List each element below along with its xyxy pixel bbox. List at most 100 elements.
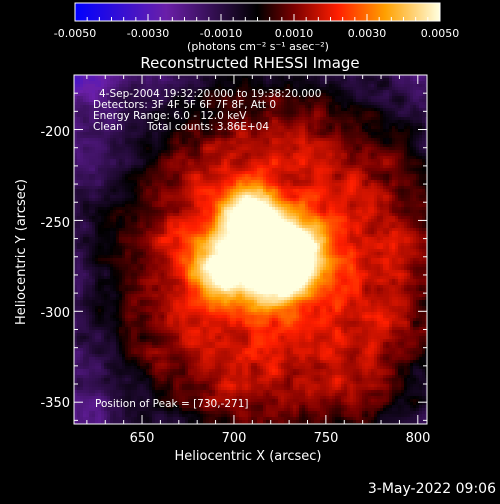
heatmap-cell (128, 141, 131, 144)
heatmap-cell (257, 75, 260, 78)
heatmap-cell (317, 84, 320, 87)
heatmap-cell (401, 180, 404, 183)
heatmap-cell (74, 183, 77, 186)
heatmap-cell (272, 189, 275, 192)
heatmap-cell (290, 174, 293, 177)
heatmap-cell (368, 123, 371, 126)
heatmap-cell (410, 129, 413, 132)
heatmap-cell (311, 180, 314, 183)
heatmap-cell (296, 171, 299, 174)
heatmap-cell (155, 144, 158, 147)
heatmap-cell (278, 183, 281, 186)
heatmap-cell (314, 177, 317, 180)
heatmap-cell (254, 177, 257, 180)
heatmap-cell (413, 168, 416, 171)
heatmap-cell (410, 159, 413, 162)
heatmap-cell (212, 171, 215, 174)
heatmap-cell (371, 195, 374, 198)
heatmap-cell (77, 144, 80, 147)
heatmap-cell (86, 165, 89, 168)
heatmap-cell (290, 135, 293, 138)
heatmap-cell (392, 195, 395, 198)
heatmap-cell (266, 144, 269, 147)
heatmap-cell (383, 186, 386, 189)
heatmap-cell (83, 135, 86, 138)
heatmap-cell (254, 156, 257, 159)
colorbar-tick-0: -0.0050 (54, 27, 96, 40)
heatmap-cell (344, 141, 347, 144)
heatmap-cell (86, 171, 89, 174)
heatmap-cell (233, 195, 236, 198)
heatmap-cell (281, 141, 284, 144)
heatmap-cell (308, 186, 311, 189)
heatmap-cell (386, 123, 389, 126)
heatmap-cell (347, 180, 350, 183)
heatmap-cell (122, 153, 125, 156)
heatmap-cell (296, 111, 299, 114)
heatmap-cell (98, 159, 101, 162)
heatmap-cell (392, 138, 395, 141)
heatmap-cell (200, 198, 203, 201)
heatmap-cell (290, 183, 293, 186)
heatmap-cell (164, 192, 167, 195)
heatmap-cell (170, 174, 173, 177)
heatmap-cell (359, 123, 362, 126)
heatmap-cell (344, 192, 347, 195)
heatmap-cell (197, 159, 200, 162)
heatmap-cell (101, 78, 104, 81)
heatmap-cell (170, 138, 173, 141)
heatmap-cell (335, 168, 338, 171)
heatmap-cell (407, 171, 410, 174)
heatmap-cell (329, 99, 332, 102)
heatmap-cell (356, 180, 359, 183)
heatmap-cell (362, 108, 365, 111)
heatmap-cell (356, 117, 359, 120)
heatmap-cell (203, 150, 206, 153)
heatmap-cell (290, 117, 293, 120)
heatmap-cell (380, 114, 383, 117)
heatmap-cell (341, 171, 344, 174)
heatmap-cell (89, 168, 92, 171)
heatmap-cell (143, 165, 146, 168)
heatmap-cell (158, 147, 161, 150)
heatmap-cell (320, 153, 323, 156)
heatmap-cell (104, 168, 107, 171)
heatmap-cell (170, 135, 173, 138)
heatmap-cell (380, 189, 383, 192)
heatmap-cell (134, 129, 137, 132)
heatmap-cell (395, 174, 398, 177)
heatmap-cell (308, 102, 311, 105)
heatmap-cell (113, 159, 116, 162)
heatmap-cell (407, 93, 410, 96)
heatmap-cell (305, 180, 308, 183)
heatmap-cell (272, 132, 275, 135)
heatmap-cell (284, 111, 287, 114)
heatmap-cell (371, 75, 374, 78)
heatmap-cell (143, 84, 146, 87)
heatmap-cell (302, 129, 305, 132)
heatmap-cell (74, 174, 77, 177)
heatmap-cell (392, 171, 395, 174)
heatmap-cell (311, 120, 314, 123)
heatmap-cell (293, 156, 296, 159)
heatmap-cell (416, 108, 419, 111)
heatmap-cell (101, 159, 104, 162)
heatmap-cell (152, 183, 155, 186)
heatmap-cell (221, 177, 224, 180)
heatmap-cell (335, 117, 338, 120)
heatmap-cell (206, 144, 209, 147)
heatmap-cell (86, 183, 89, 186)
heatmap-cell (380, 138, 383, 141)
heatmap-cell (329, 135, 332, 138)
heatmap-cell (338, 168, 341, 171)
heatmap-cell (122, 168, 125, 171)
heatmap-cell (356, 153, 359, 156)
heatmap-cell (347, 183, 350, 186)
heatmap-cell (107, 168, 110, 171)
heatmap-cell (233, 138, 236, 141)
heatmap-cell (182, 147, 185, 150)
heatmap-cell (374, 165, 377, 168)
heatmap-cell (119, 144, 122, 147)
heatmap-cell (107, 198, 110, 201)
heatmap-cell (128, 156, 131, 159)
